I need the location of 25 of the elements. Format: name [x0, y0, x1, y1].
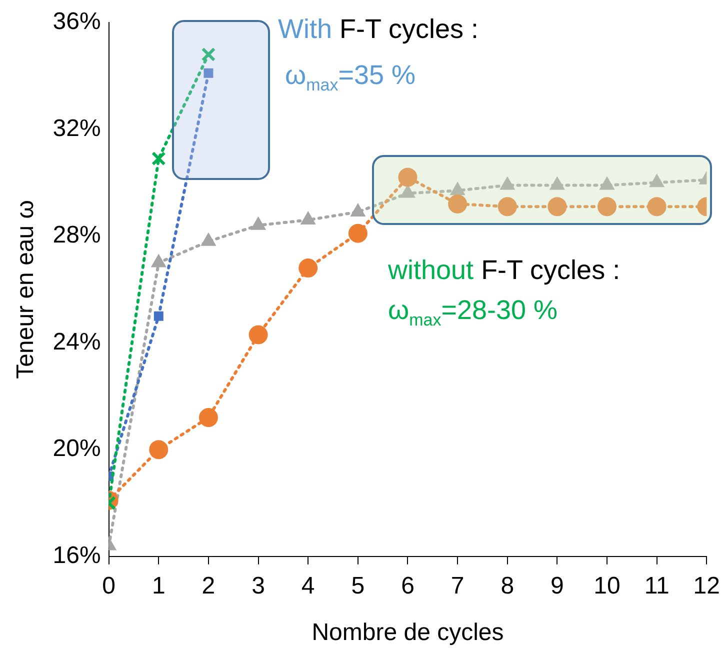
annotation: With F-T cycles : — [278, 14, 479, 45]
y-tick-label: 20% — [52, 435, 101, 462]
x-tick-label: 7 — [450, 572, 464, 600]
x-tick-label: 3 — [252, 572, 265, 600]
x-tick-label: 4 — [301, 572, 315, 600]
y-tick-label: 36% — [52, 8, 101, 36]
x-tick-label: 5 — [351, 572, 365, 600]
x-tick-label: 11 — [644, 572, 670, 600]
x-axis-title: Nombre de cycles — [312, 619, 504, 646]
x-tick-label: 8 — [500, 572, 514, 600]
y-tick-label: 24% — [52, 328, 101, 356]
y-tick-label: 32% — [52, 114, 101, 142]
x-tick-label: 9 — [550, 572, 564, 600]
annotation: ω$_{max}$=35 % — [285, 60, 416, 96]
y-tick-label: 16% — [52, 542, 101, 570]
annotation: ω$_{max}$=28-30 % — [388, 295, 558, 330]
x-tick-label: 0 — [102, 572, 116, 600]
y-axis-title: Teneur en eau ω — [12, 200, 40, 379]
x-tick-label: 6 — [401, 572, 414, 600]
y-tick-label: 28% — [52, 222, 101, 249]
x-tick-label: 10 — [594, 572, 620, 600]
x-tick-label: 12 — [693, 572, 720, 600]
x-tick-label: 1 — [152, 572, 166, 600]
x-tick-label: 2 — [202, 572, 216, 600]
annotation: without F-T cycles : — [388, 255, 620, 286]
